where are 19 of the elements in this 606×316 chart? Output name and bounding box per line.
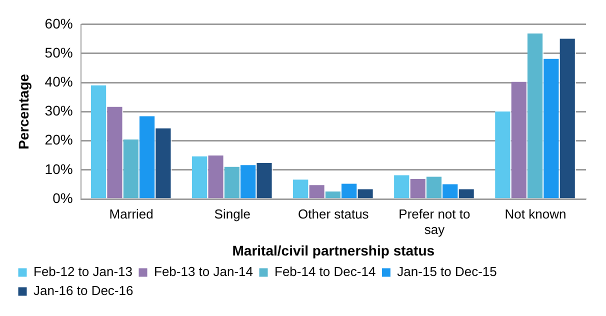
y-tick-label: 30% [44,102,73,119]
y-tick-label: 40% [44,73,73,90]
legend-label: Feb-12 to Jan-13 [34,264,133,280]
y-tick-label: 60% [44,15,73,32]
x-tick-label: Married [109,206,154,222]
x-tick-label: Prefer not to say [398,206,470,237]
legend-label: Jan-16 to Dec-16 [34,283,134,298]
x-tick-label: Not known [504,206,566,222]
legend-label: Feb-14 to Dec-14 [274,264,376,280]
y-tick-label: 20% [44,132,73,148]
legend-label: Jan-15 to Dec-15 [397,264,497,280]
y-axis-title: Percentage [15,74,32,150]
y-tick-label: 0% [52,190,73,206]
x-tick-label: Single [214,206,250,222]
y-tick-label: 50% [44,44,73,60]
x-axis-title: Marital/civil partnership status [232,242,435,258]
legend-label: Feb-13 to Jan-14 [154,264,254,280]
x-tick-label: Other status [298,206,370,222]
y-tick-label: 10% [44,160,73,177]
